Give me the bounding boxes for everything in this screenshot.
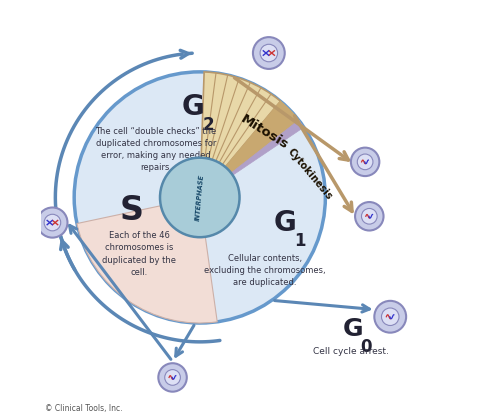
Circle shape	[164, 370, 180, 385]
Text: $\mathbf{S}$: $\mathbf{S}$	[119, 194, 142, 226]
Text: INTERPHASE: INTERPHASE	[194, 174, 205, 221]
Text: $\mathbf{1}$: $\mathbf{1}$	[294, 232, 306, 250]
Text: Mitosis: Mitosis	[238, 113, 291, 152]
Text: Each of the 46
chromosomes is
duplicated by the
cell.: Each of the 46 chromosomes is duplicated…	[102, 231, 176, 277]
Circle shape	[158, 363, 187, 392]
Text: $\mathbf{G}$: $\mathbf{G}$	[273, 209, 296, 236]
Circle shape	[38, 207, 68, 238]
Text: $\mathbf{0}$: $\mathbf{0}$	[360, 338, 372, 356]
Circle shape	[44, 214, 60, 231]
Circle shape	[351, 147, 380, 176]
Circle shape	[374, 301, 406, 333]
Text: © Clinical Tools, Inc.: © Clinical Tools, Inc.	[45, 404, 122, 413]
Circle shape	[260, 44, 278, 62]
Text: Cell cycle arrest.: Cell cycle arrest.	[312, 347, 388, 356]
Text: $\mathbf{2}$: $\mathbf{2}$	[202, 116, 214, 134]
Circle shape	[253, 37, 284, 69]
Wedge shape	[200, 72, 280, 197]
Text: Cytokinesis: Cytokinesis	[286, 147, 334, 202]
Circle shape	[358, 154, 373, 170]
Text: The cell “double checks” the
duplicated chromosomes for
error, making any needed: The cell “double checks” the duplicated …	[95, 126, 216, 172]
Circle shape	[160, 158, 240, 237]
Circle shape	[362, 208, 377, 224]
Text: Cellular contents,
excluding the chromosomes,
are duplicated.: Cellular contents, excluding the chromos…	[204, 254, 326, 287]
Wedge shape	[200, 101, 300, 197]
Circle shape	[355, 202, 384, 231]
Wedge shape	[200, 120, 304, 197]
Circle shape	[382, 308, 399, 326]
Text: $\mathbf{G}$: $\mathbf{G}$	[181, 93, 204, 121]
Wedge shape	[77, 197, 217, 323]
Circle shape	[74, 72, 326, 323]
Text: $\mathbf{G}$: $\mathbf{G}$	[342, 317, 363, 341]
